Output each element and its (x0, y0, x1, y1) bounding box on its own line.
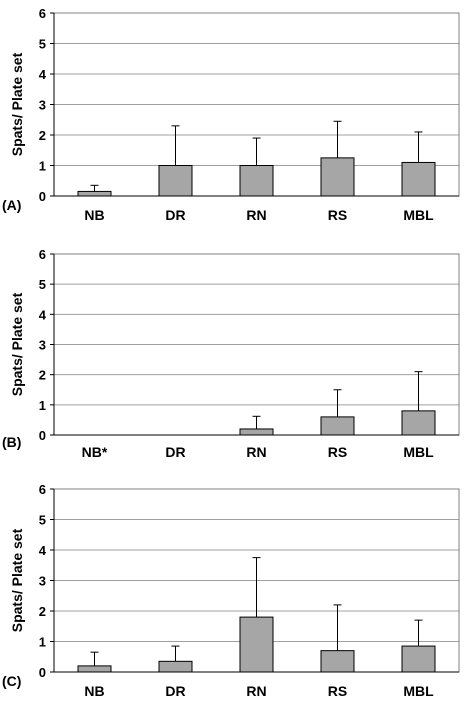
y-tick-label: 3 (39, 98, 46, 113)
y-tick-label: 4 (39, 307, 47, 322)
x-tick-label: RN (246, 444, 266, 460)
y-tick-label: 1 (39, 398, 46, 413)
x-tick-label: NB (84, 683, 104, 699)
bar-dr (158, 165, 193, 197)
y-tick-label: 0 (39, 428, 46, 443)
bar-rs (320, 157, 355, 197)
panel-label: (C) (2, 673, 21, 689)
x-tick-label: RN (246, 683, 266, 699)
y-tick-label: 0 (39, 189, 46, 204)
x-tick-label: MBL (403, 444, 434, 460)
y-tick-label: 4 (39, 67, 47, 82)
y-tick-label: 2 (39, 128, 46, 143)
bar-mbl (401, 410, 436, 436)
y-tick-label: 6 (39, 6, 46, 21)
x-tick-label: NB* (82, 444, 108, 460)
x-tick-label: DR (165, 683, 185, 699)
x-tick-label: RN (246, 207, 266, 223)
bar-nb (77, 190, 112, 197)
panel-label: (B) (2, 434, 21, 450)
x-tick-label: DR (165, 207, 185, 223)
x-tick-label: MBL (403, 207, 434, 223)
y-axis-label: Spats/ Plate set (9, 52, 25, 156)
bar-rn (239, 616, 274, 673)
bar-rs (320, 416, 355, 436)
chart-panel-1: 0 1 2 3 4 5 6 Spats/ Plate set (A) NB DR RN RS MBL (2, 6, 460, 223)
chart-panel-2: 0 1 2 3 4 5 6 Spats/ Plate set (B) NB* DR RN RS MBL (2, 247, 460, 460)
bar-rn (239, 165, 274, 197)
y-tick-label: 5 (39, 277, 46, 292)
x-tick-label: RS (328, 683, 347, 699)
bar-mbl (401, 161, 436, 197)
x-tick-label: RS (328, 207, 347, 223)
x-tick-label: MBL (403, 683, 434, 699)
y-tick-label: 1 (39, 635, 46, 650)
y-tick-label: 5 (39, 37, 46, 52)
panel-label: (A) (2, 197, 21, 213)
y-axis-label: Spats/ Plate set (9, 528, 25, 632)
y-tick-label: 1 (39, 159, 46, 174)
x-tick-label: RS (328, 444, 347, 460)
y-tick-label: 6 (39, 247, 46, 262)
bar-rn (239, 428, 274, 436)
y-tick-label: 2 (39, 604, 46, 619)
y-tick-label: 2 (39, 368, 46, 383)
y-tick-label: 3 (39, 574, 46, 589)
y-tick-label: 6 (39, 482, 46, 497)
x-tick-label: NB (84, 207, 104, 223)
y-tick-label: 5 (39, 513, 46, 528)
bar-rs (320, 650, 355, 673)
bar-mbl (401, 645, 436, 673)
y-tick-label: 3 (39, 338, 46, 353)
y-tick-label: 0 (39, 665, 46, 680)
chart-panel-3: 0 1 2 3 4 5 6 Spats/ Plate set (C) NB DR RN RS MBL (2, 482, 460, 699)
bar-dr (158, 660, 193, 673)
bar-nb (77, 665, 112, 673)
y-axis-label: Spats/ Plate set (9, 292, 25, 396)
y-tick-label: 4 (39, 543, 47, 558)
x-tick-label: DR (165, 444, 185, 460)
